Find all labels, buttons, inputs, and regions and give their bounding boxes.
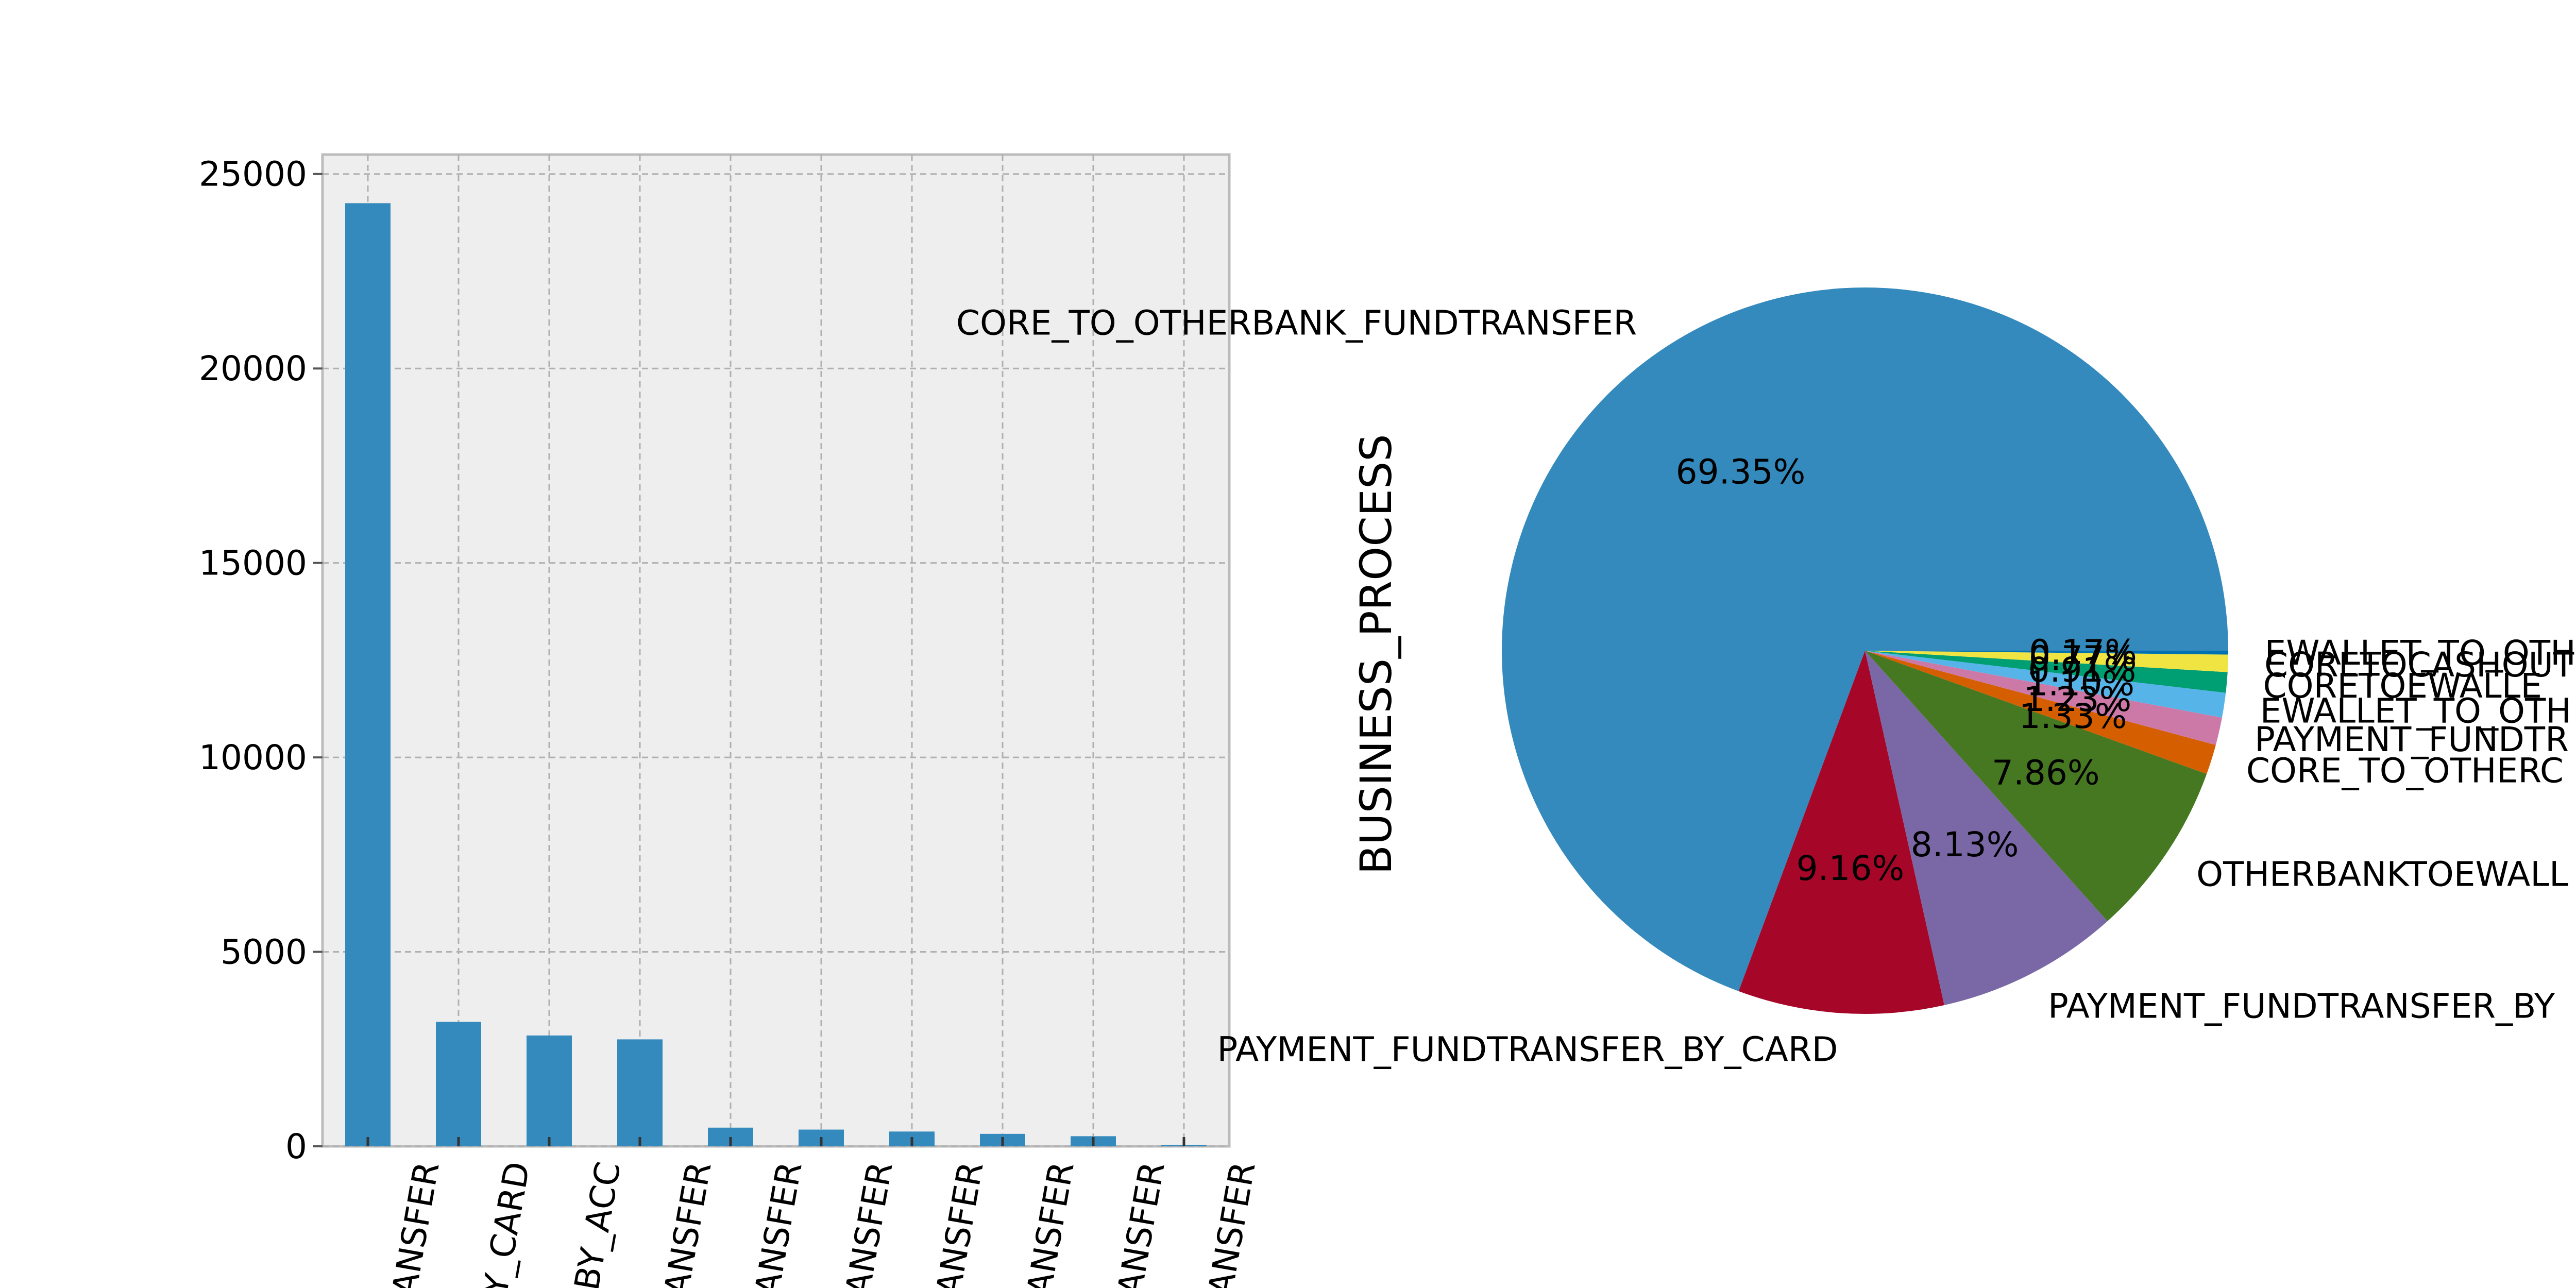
bar-y-ticks: 0 5000 10000 15000 20000 25000: [199, 155, 323, 1166]
pie-percent-label: 9.16%: [1797, 849, 1905, 888]
pie-slice-label: PAYMENT_FUNDTRANSFER_BY_CARD: [1217, 1030, 1838, 1070]
pie-slice: [1502, 287, 2228, 991]
pie-slice-label: CORETOEWALLE: [2263, 666, 2543, 706]
y-tick-label: 10000: [199, 738, 307, 777]
bar-grid: [323, 155, 1229, 1147]
pie-slice: [1738, 651, 1944, 1014]
bar-x-ticks: ANSFER Y_CARD BY_ACC ANSFER ANSFER ANSFER ANSF…: [366, 1137, 1263, 1288]
pie-slice: [1865, 651, 2222, 745]
pie-slice-label: PAYMENT_FUNDTR: [2255, 720, 2569, 759]
pie-percent-label: 0.77%: [2029, 639, 2137, 679]
y-tick-label: 0: [285, 1127, 307, 1166]
x-tick-label: ANSFER: [1019, 1159, 1081, 1288]
pie-percent-labels: 69.35% 9.16%8.13% 7.86% 1.33%1.23%1.10%0.91…: [1676, 452, 2137, 888]
pie-percent-label: 0.17%: [2029, 632, 2137, 672]
pie-slice-label: OTHERBANKTOEWALL: [2196, 854, 2568, 894]
pie-slice-label: CORE_TO_OTHERBANK_FUNDTRANSFER: [956, 303, 1637, 343]
pie-slice-labels: CORE_TO_OTHERBANK_FUNDTRANSFER PAYMENT_FU…: [956, 303, 2576, 1069]
x-tick-label: Y_CARD: [475, 1159, 537, 1288]
bar-marks: [345, 203, 1207, 1146]
pie-percent-label: 0.91%: [2028, 650, 2137, 690]
pie-slice: [1865, 651, 2216, 774]
x-tick-label: BY_ACC: [567, 1159, 628, 1288]
bar: [527, 1035, 572, 1146]
pie-slice: [1865, 651, 2228, 655]
y-tick-label: 20000: [199, 349, 307, 388]
pie-slice: [1865, 651, 2228, 693]
x-tick-label: ANSFER: [747, 1159, 809, 1288]
pie-slice-label: EWALLET_TO_OTH: [2265, 633, 2576, 673]
bar: [345, 203, 391, 1146]
pie-percent-label: 1.23%: [2024, 680, 2132, 719]
pie-percent-label: 1.10%: [2026, 664, 2134, 704]
y-tick-label: 15000: [199, 544, 307, 583]
bar: [436, 1022, 481, 1146]
bar-chart: 0 5000 10000 15000 20000 25000 ANSFER Y_CARD BY…: [199, 153, 1263, 1288]
pie-slice-label: CORE_TO_OTHERC: [2246, 751, 2564, 790]
y-tick-label: 25000: [199, 155, 307, 194]
x-tick-label: ANSFER: [928, 1159, 991, 1288]
pie-slice: [1865, 651, 2228, 672]
pie-percent-label: 1.33%: [2019, 697, 2127, 736]
pie-percent-label: 7.86%: [1992, 753, 2100, 792]
x-tick-label: ANSFER: [1110, 1159, 1172, 1288]
pie-chart: BUSINESS_PROCESS 69.35% 9.16%8.13% 7.86% 1.…: [956, 287, 2576, 1070]
x-tick-label: ANSFER: [838, 1159, 900, 1288]
pie-percent-label: 69.35%: [1676, 452, 1806, 492]
x-tick-label: ANSFER: [1200, 1159, 1263, 1288]
pie-percent-label: 8.13%: [1911, 825, 2019, 865]
pie-ylabel: BUSINESS_PROCESS: [1351, 434, 1401, 874]
pie-slice-label: CORETOCASHOUT: [2264, 645, 2574, 685]
pie-slice: [1865, 651, 2207, 921]
bar: [617, 1039, 663, 1146]
x-tick-label: ANSFER: [656, 1159, 719, 1288]
pie-slice-label: EWALLET_TO_OTH: [2260, 691, 2571, 731]
pie-slice: [1865, 651, 2226, 718]
pie-slices: [1502, 287, 2228, 1014]
pie-slice-label: PAYMENT_FUNDTRANSFER_BY: [2048, 987, 2555, 1026]
pie-slice: [1865, 651, 2108, 1005]
x-tick-label: ANSFER: [384, 1159, 447, 1288]
bar-plot-area: [321, 153, 1231, 1148]
y-tick-label: 5000: [221, 933, 307, 972]
